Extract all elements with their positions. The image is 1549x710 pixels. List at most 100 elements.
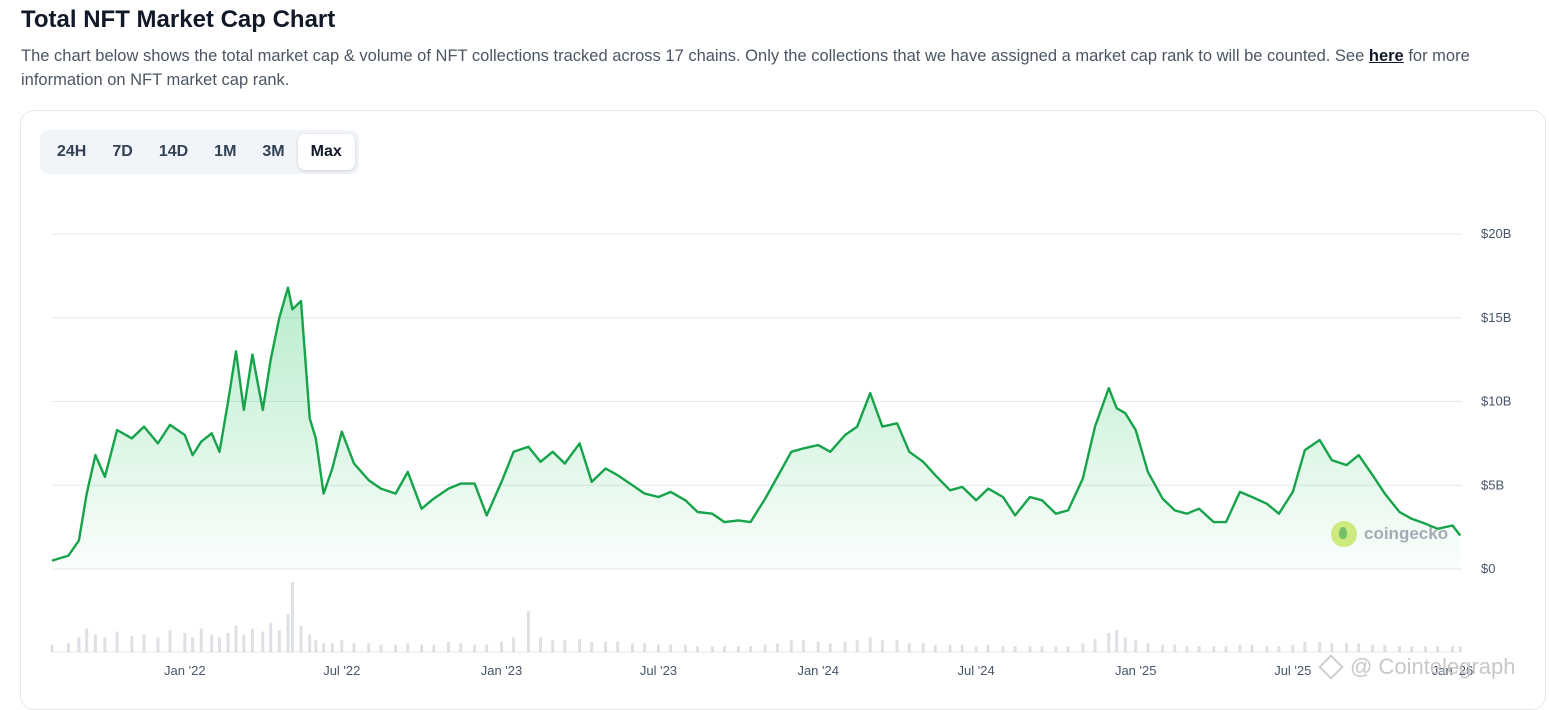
volume-bar xyxy=(1115,630,1119,652)
volume-bar xyxy=(1224,646,1228,652)
volume-bar xyxy=(420,644,424,652)
volume-bar xyxy=(643,643,647,653)
volume-bar xyxy=(1330,643,1334,653)
volume-bar xyxy=(261,631,265,652)
market-cap-rank-link[interactable]: here xyxy=(1368,47,1404,65)
chart-description: The chart below shows the total market c… xyxy=(21,44,1531,92)
volume-bar xyxy=(286,614,290,652)
volume-bar xyxy=(563,640,567,652)
tab-1m[interactable]: 1M xyxy=(214,143,237,160)
y-tick-label: $15B xyxy=(1481,310,1511,325)
volume-bar xyxy=(1197,646,1201,652)
volume-bar xyxy=(933,644,937,652)
volume-bar xyxy=(1134,640,1138,652)
volume-bar xyxy=(485,644,489,652)
volume-bar xyxy=(616,641,620,652)
volume-bar xyxy=(775,643,779,653)
volume-bar xyxy=(322,643,326,653)
volume-bar xyxy=(459,643,463,653)
volume-bar xyxy=(142,634,146,652)
volume-bar xyxy=(1093,638,1097,652)
volume-bar xyxy=(1357,643,1361,653)
volume-bar xyxy=(736,646,740,652)
cointelegraph-watermark: @ Cointelegraph xyxy=(1318,654,1516,680)
market-cap-line xyxy=(51,286,1462,562)
volume-bar xyxy=(1013,646,1017,652)
volume-bar xyxy=(191,637,195,652)
volume-bar xyxy=(340,640,344,652)
description-text-end: for more information on NFT market cap r… xyxy=(21,47,1470,89)
volume-bar xyxy=(710,646,714,652)
coingecko-watermark: coingecko xyxy=(1331,521,1448,547)
market-cap-chart[interactable]: $20B $15B $10B $5B $0 Jan '22 Jul '22 Jan '23 J… xyxy=(0,0,1549,694)
volume-bar xyxy=(843,641,847,652)
volume-bar xyxy=(578,638,582,652)
tab-max[interactable]: Max xyxy=(297,134,355,170)
volume-bar xyxy=(683,644,687,652)
volume-bar xyxy=(1458,646,1462,652)
x-tick-label: Jan '22 xyxy=(164,663,206,678)
x-tick-label: Jan '24 xyxy=(797,663,839,678)
volume-bar xyxy=(763,644,767,652)
description-text: The chart below shows the total market c… xyxy=(21,47,1369,65)
volume-bar xyxy=(551,640,555,652)
volume-bar xyxy=(308,634,312,652)
cointelegraph-watermark-text: @ Cointelegraph xyxy=(1350,654,1516,679)
volume-bar xyxy=(1066,646,1070,652)
volume-bar xyxy=(828,643,832,653)
volume-bar xyxy=(218,637,221,652)
volume-bar xyxy=(277,630,281,652)
volume-bar xyxy=(1318,641,1322,652)
volume-bar xyxy=(234,625,238,653)
volume-bar xyxy=(290,582,294,652)
x-tick-label: Jul '25 xyxy=(1274,663,1311,678)
x-tick-label: Jan '26 xyxy=(1432,663,1474,678)
tab-24h[interactable]: 24H xyxy=(57,143,87,160)
volume-bar xyxy=(1265,646,1269,652)
volume-bar xyxy=(314,640,318,652)
volume-bar xyxy=(1185,646,1189,652)
y-tick-label: $20B xyxy=(1481,226,1511,241)
volume-bar xyxy=(77,637,81,652)
x-tick-label: Jul '24 xyxy=(958,663,995,678)
volume-bar xyxy=(1398,646,1401,652)
volume-bar xyxy=(1028,646,1032,652)
tab-14d[interactable]: 14D xyxy=(158,143,189,160)
volume-bar xyxy=(183,633,187,652)
volume-bar xyxy=(1238,644,1242,652)
volume-bar xyxy=(50,644,54,652)
volume-bar xyxy=(242,634,246,652)
volume-bar xyxy=(1107,633,1111,652)
volume-bar xyxy=(1001,646,1005,652)
volume-bar xyxy=(921,643,925,653)
volume-bar xyxy=(67,643,70,653)
volume-bar xyxy=(330,643,334,653)
volume-bar xyxy=(801,640,805,652)
volume-bar xyxy=(723,646,726,652)
volume-bar xyxy=(749,646,752,652)
volume-bar xyxy=(1303,641,1307,652)
y-tick-label: $0 xyxy=(1481,561,1495,576)
volume-bar xyxy=(299,625,303,653)
volume-bar xyxy=(367,643,371,653)
volume-bar xyxy=(1161,644,1165,652)
volume-bar xyxy=(657,644,660,652)
tab-7d[interactable]: 7D xyxy=(112,143,133,160)
volume-bar xyxy=(352,643,356,653)
volume-bar xyxy=(1410,646,1414,652)
volume-bar xyxy=(250,628,254,652)
volume-bar xyxy=(526,611,530,652)
x-tick-label: Jul '22 xyxy=(323,663,360,678)
volume-bar xyxy=(1424,646,1428,652)
volume-bar xyxy=(406,643,410,653)
volume-bar xyxy=(974,646,978,652)
volume-bar xyxy=(130,636,134,652)
volume-bar xyxy=(1291,644,1295,652)
y-tick-label: $5B xyxy=(1481,477,1504,492)
volume-bar xyxy=(855,640,859,652)
volume-bar xyxy=(103,637,107,652)
tab-3m[interactable]: 3M xyxy=(262,143,285,160)
volume-bar xyxy=(93,634,97,652)
volume-bar xyxy=(379,644,383,652)
volume-bar xyxy=(696,646,700,652)
